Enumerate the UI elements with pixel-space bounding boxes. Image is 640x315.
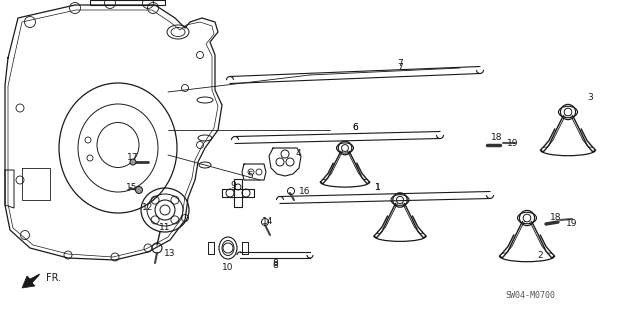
Text: 11: 11 [159,224,171,232]
Text: 15: 15 [126,184,138,192]
Text: FR.: FR. [46,273,61,283]
Text: 9: 9 [230,180,236,190]
Text: 13: 13 [164,249,176,257]
Text: 6: 6 [352,123,358,133]
Text: 18: 18 [492,134,503,142]
Text: 1: 1 [375,184,381,192]
Text: SW04-M0700: SW04-M0700 [505,290,555,300]
Text: 3: 3 [587,93,593,101]
Text: 19: 19 [566,219,578,227]
Text: 14: 14 [262,217,274,226]
Polygon shape [22,274,40,288]
Text: 8: 8 [272,261,278,270]
Text: 7: 7 [397,64,403,72]
Circle shape [136,186,143,193]
Text: 4: 4 [295,148,301,158]
Text: 18: 18 [550,214,562,222]
Text: 10: 10 [222,264,234,272]
Circle shape [130,159,136,165]
Text: 5: 5 [247,170,253,180]
Text: 2: 2 [537,250,543,260]
Text: 19: 19 [508,139,519,147]
Text: 17: 17 [127,153,139,163]
Text: 7: 7 [397,59,403,67]
Text: 1: 1 [375,184,381,192]
Text: 16: 16 [300,187,311,197]
Text: 12: 12 [142,203,154,213]
Text: 6: 6 [352,123,358,133]
Text: 8: 8 [272,259,278,267]
